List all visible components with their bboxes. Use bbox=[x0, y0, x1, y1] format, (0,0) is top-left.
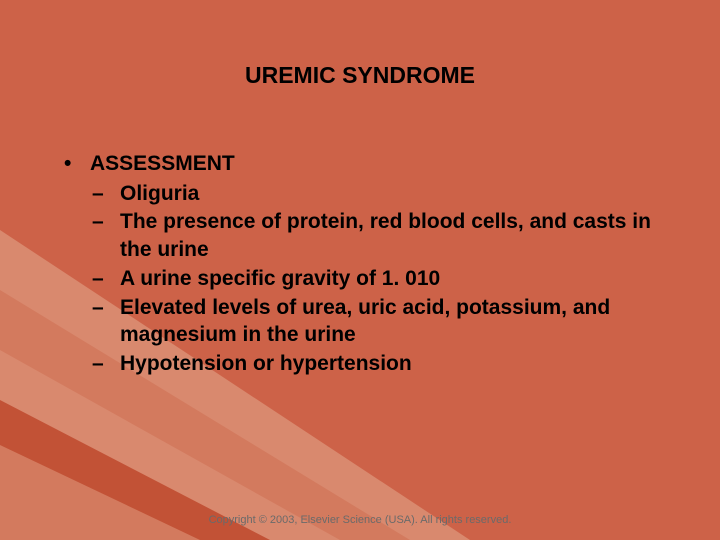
list-item: ASSESSMENT Oliguria The presence of prot… bbox=[60, 150, 670, 378]
copyright-footer: Copyright © 2003, Elsevier Science (USA)… bbox=[0, 514, 720, 526]
slide-content: ASSESSMENT Oliguria The presence of prot… bbox=[60, 150, 670, 380]
list-item: A urine specific gravity of 1. 010 bbox=[90, 265, 670, 293]
list-item: Hypotension or hypertension bbox=[90, 350, 670, 378]
bullet-list-level1: ASSESSMENT Oliguria The presence of prot… bbox=[60, 150, 670, 378]
list-item: Oliguria bbox=[90, 180, 670, 208]
list-item-label: Hypotension or hypertension bbox=[120, 352, 412, 375]
list-item: Elevated levels of urea, uric acid, pota… bbox=[90, 294, 670, 349]
list-item-label: The presence of protein, red blood cells… bbox=[120, 210, 651, 261]
slide: UREMIC SYNDROME ASSESSMENT Oliguria The … bbox=[0, 0, 720, 540]
list-item-label: A urine specific gravity of 1. 010 bbox=[120, 267, 440, 290]
list-item-label: ASSESSMENT bbox=[90, 152, 235, 175]
bullet-list-level2: Oliguria The presence of protein, red bl… bbox=[90, 180, 670, 378]
list-item: The presence of protein, red blood cells… bbox=[90, 208, 670, 263]
list-item-label: Oliguria bbox=[120, 182, 199, 205]
slide-title: UREMIC SYNDROME bbox=[0, 62, 720, 89]
list-item-label: Elevated levels of urea, uric acid, pota… bbox=[120, 296, 610, 347]
